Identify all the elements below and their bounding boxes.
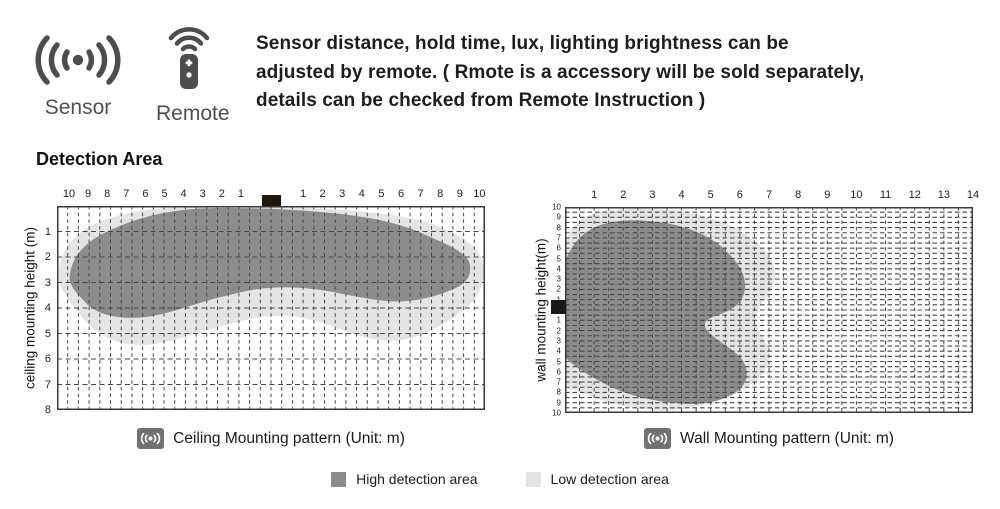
tick-label: 7	[556, 377, 561, 387]
tick-label: 6	[556, 367, 561, 377]
remote-label: Remote	[156, 102, 230, 125]
sensor-icon	[35, 35, 121, 85]
tick-label: 2	[556, 284, 561, 294]
ceiling-caption: Ceiling Mounting pattern (Unit: m)	[173, 429, 405, 447]
remote-icon	[168, 27, 210, 89]
tick-label: 9	[456, 188, 463, 200]
section-title: Detection Area	[36, 149, 163, 169]
tick-label: 8	[44, 404, 51, 416]
tick-label: 1	[237, 188, 244, 200]
tick-label: 3	[44, 276, 51, 289]
sensor-badge-icon	[137, 428, 165, 449]
tick-label: 5	[556, 254, 561, 263]
tick-label: 2	[218, 188, 225, 200]
ceiling-plot	[57, 206, 485, 410]
sensor-badge-icon	[644, 428, 672, 449]
wall-plot	[565, 207, 973, 413]
tick-label: 3	[339, 188, 346, 200]
tick-label: 7	[765, 189, 773, 201]
wall-caption: Wall Mounting pattern (Unit: m)	[680, 429, 894, 447]
wall-y-axis-title: wall mounting height(m)	[533, 238, 549, 382]
low-area-swatch	[525, 471, 541, 487]
tick-label: 1	[556, 315, 561, 325]
tick-label: 9	[556, 212, 561, 222]
tick-label: 8	[795, 189, 802, 201]
wall-sensor-marker	[551, 300, 566, 314]
tick-label: 7	[123, 188, 130, 200]
tick-label: 2	[556, 326, 561, 336]
tick-label: 5	[44, 327, 51, 340]
legend: High detection area Low detection area	[0, 471, 1000, 487]
tick-label: 6	[736, 189, 743, 201]
tick-label: 4	[358, 188, 365, 200]
ceiling-sensor-marker	[262, 195, 281, 206]
tick-label: 10	[850, 189, 863, 201]
description-line: adjusted by remote. ( Rmote is a accesso…	[256, 61, 865, 83]
description-line: Sensor distance, hold time, lux, lightin…	[256, 33, 789, 54]
tick-label: 9	[824, 189, 831, 201]
tick-label: 3	[556, 274, 561, 284]
tick-label: 14	[966, 189, 980, 201]
description: Sensor distance, hold time, lux, lightin…	[256, 30, 864, 116]
tick-label: 6	[556, 243, 561, 253]
sensor-label: Sensor	[44, 96, 112, 119]
legend-item-high: High detection area	[331, 471, 478, 487]
wall-caption-row: Wall Mounting pattern (Unit: m)	[565, 428, 973, 449]
tick-label: 2	[319, 188, 326, 200]
tick-label: 5	[161, 188, 168, 200]
tick-label: 4	[678, 189, 685, 201]
tick-label: 9	[85, 188, 92, 200]
tick-label: 1	[44, 225, 51, 238]
tick-label: 6	[142, 188, 149, 200]
tick-label: 8	[104, 188, 111, 200]
ceiling-y-axis-title: ceiling mounting height (m)	[22, 226, 38, 390]
tick-label: 2	[620, 189, 627, 201]
tick-label: 1	[591, 189, 598, 201]
tick-label: 8	[437, 188, 444, 200]
high-area-label: High detection area	[356, 471, 478, 487]
tick-label: 2	[44, 251, 51, 263]
tick-label: 4	[556, 264, 561, 274]
ceiling-caption-row: Ceiling Mounting pattern (Unit: m)	[57, 428, 485, 449]
tick-label: 10	[473, 188, 486, 200]
tick-label: 4	[44, 302, 51, 314]
tick-label: 3	[556, 336, 561, 346]
low-area-label: Low detection area	[550, 471, 669, 487]
tick-label: 5	[556, 357, 561, 366]
tick-label: 10	[62, 188, 76, 200]
tick-label: 6	[44, 353, 51, 365]
tick-label: 5	[707, 189, 714, 201]
high-area-swatch	[331, 471, 347, 487]
tick-label: 3	[649, 189, 656, 201]
tick-label: 10	[552, 408, 561, 418]
sensor-icon-block: Sensor	[24, 32, 132, 120]
tick-label: 8	[556, 387, 561, 397]
tick-label: 7	[44, 378, 51, 391]
tick-label: 4	[556, 346, 561, 356]
tick-label: 7	[417, 188, 424, 200]
tick-label: 6	[397, 188, 405, 200]
tick-label: 9	[556, 398, 561, 408]
tick-label: 1	[299, 188, 307, 200]
tick-label: 11	[879, 189, 892, 201]
description-line: details can be checked from Remote Instr…	[256, 90, 706, 111]
tick-label: 7	[556, 233, 561, 243]
tick-label: 12	[908, 189, 921, 201]
tick-label: 3	[199, 188, 206, 200]
tick-label: 4	[180, 188, 187, 200]
legend-item-low: Low detection area	[525, 471, 669, 487]
tick-label: 13	[937, 189, 950, 201]
tick-label: 5	[378, 188, 385, 200]
tick-label: 10	[552, 202, 561, 212]
tick-label: 8	[556, 223, 561, 233]
remote-icon-block: Remote	[156, 22, 230, 126]
tick-label: 1	[557, 295, 561, 304]
